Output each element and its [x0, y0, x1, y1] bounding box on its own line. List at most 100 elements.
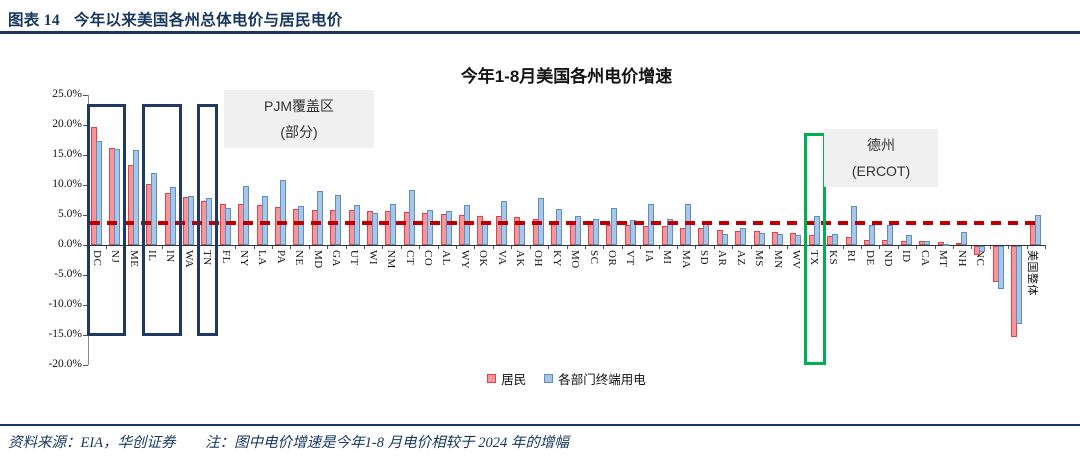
legend-item-all-sector: 各部门终端用电: [544, 369, 646, 388]
x-axis-tick: [474, 245, 476, 249]
bar-all-sector-RI: [850, 206, 857, 245]
bar-all-sector-AZ: [740, 228, 747, 245]
x-axis-tick: [511, 245, 513, 249]
annotation-texas-ercot: 德州 (ERCOT): [824, 129, 938, 187]
note-text: 注：图中电价增速是今年1-8 月电价相较于 2024 年的增幅: [205, 435, 569, 451]
bar-all-sector-ID: [905, 235, 912, 245]
x-axis-tick: [732, 245, 734, 249]
x-axis-label-NM: NM: [385, 250, 398, 269]
x-axis-label-OH: OH: [532, 250, 545, 267]
source-text: 资料来源：EIA，华创证券: [8, 435, 176, 451]
x-axis-label-PA: PA: [274, 250, 287, 265]
x-axis-tick: [327, 245, 329, 249]
bar-all-sector-ND: [887, 225, 894, 245]
x-axis-label-SC: SC: [587, 250, 600, 265]
bar-all-sector-AL: [445, 210, 452, 245]
x-axis-label-美国整体: 美国整体: [1026, 250, 1039, 296]
x-axis-tick: [382, 245, 384, 249]
bar-all-sector-OR: [611, 207, 618, 245]
x-axis-label-WV: WV: [790, 250, 803, 270]
legend-swatch-all-sector: [544, 374, 554, 383]
bar-all-sector-NY: [243, 186, 250, 245]
y-axis-tick: [83, 245, 88, 246]
bar-all-sector-MN: [776, 234, 783, 245]
x-axis-label-ND: ND: [882, 250, 895, 267]
bar-all-sector-AK: [519, 222, 526, 245]
x-axis-tick: [713, 245, 715, 249]
x-axis-tick: [658, 245, 660, 249]
bar-all-sector-HI: [997, 246, 1004, 290]
x-axis-tick: [989, 245, 991, 249]
x-axis-tick: [860, 245, 862, 249]
y-axis-tick: [83, 125, 88, 126]
x-axis-label-MT: MT: [937, 250, 950, 268]
x-axis-label-MA: MA: [679, 250, 692, 269]
y-axis-label: -15.0%: [48, 328, 82, 340]
y-axis-tick: [83, 335, 88, 336]
y-axis-label: 25.0%: [52, 88, 82, 100]
x-axis-zero-line: [88, 245, 1045, 246]
x-axis-label-AK: AK: [513, 250, 526, 267]
x-axis-tick: [952, 245, 954, 249]
bar-all-sector-NC: [979, 246, 986, 252]
x-axis-tick: [566, 245, 568, 249]
x-axis-label-OR: OR: [606, 250, 618, 267]
x-axis-tick: [695, 245, 697, 249]
bar-all-sector-NH: [960, 232, 967, 245]
x-axis-label-WI: WI: [366, 250, 379, 266]
x-axis-tick: [1026, 245, 1028, 249]
bar-all-sector-DE: [868, 224, 875, 245]
bar-all-sector-WY: [464, 204, 471, 245]
annotation-pjm-line2: (部分): [280, 124, 318, 140]
x-axis-label-NH: NH: [955, 250, 968, 267]
x-axis-tick: [548, 245, 550, 249]
x-axis-label-AR: AR: [716, 250, 729, 267]
x-axis-tick: [253, 245, 255, 249]
x-axis-tick: [1008, 245, 1010, 249]
source-note: 资料来源：EIA，华创证券 注：图中电价增速是今年1-8 月电价相较于 2024…: [8, 431, 569, 452]
chart-title: 今年1-8月美国各州电价增速: [460, 67, 673, 86]
bar-all-sector-NE: [298, 206, 305, 245]
x-axis-label-KY: KY: [550, 250, 563, 267]
bar-all-sector-WI: [372, 213, 379, 245]
x-axis-tick: [676, 245, 678, 249]
bar-all-sector-IL: [151, 173, 158, 245]
x-axis-tick: [640, 245, 642, 249]
y-axis-tick: [83, 95, 88, 96]
x-axis-tick: [787, 245, 789, 249]
bar-all-sector-UT: [353, 205, 360, 245]
annotation-pjm-region: PJM覆盖区 (部分): [224, 90, 374, 148]
y-axis-tick: [83, 305, 88, 306]
x-axis-tick: [161, 245, 163, 249]
x-axis-tick: [768, 245, 770, 249]
bar-all-sector-FL: [224, 208, 231, 245]
bar-all-sector-WV: [795, 234, 802, 245]
figure-number: 图表 14: [8, 12, 60, 29]
y-axis-label: 10.0%: [52, 178, 82, 190]
legend-item-residential: 居民: [487, 369, 526, 388]
legend-label-all-sector: 各部门终端用电: [558, 373, 646, 387]
bar-all-sector-CA: [924, 240, 931, 245]
bar-all-sector-MD: [316, 191, 323, 245]
x-axis-tick: [364, 245, 366, 249]
x-axis-label-VA: VA: [495, 250, 508, 266]
y-axis-label: -10.0%: [48, 298, 82, 310]
figure-title: 今年以来美国各州总体电价与居民电价: [73, 12, 343, 29]
x-axis-label-LA: LA: [256, 250, 269, 266]
legend: 居民 各部门终端用电: [88, 369, 1045, 388]
annotation-ercot-line1: 德州: [867, 137, 895, 153]
y-axis-label: 20.0%: [52, 118, 82, 130]
x-axis-label-VT: VT: [624, 250, 637, 266]
x-axis-label-NE: NE: [293, 250, 306, 266]
x-axis-tick: [290, 245, 292, 249]
y-axis-label: 0.0%: [58, 238, 82, 250]
legend-label-residential: 居民: [501, 373, 527, 387]
x-axis-tick: [419, 245, 421, 249]
bar-residential-MT: [937, 242, 944, 245]
x-axis-tick: [603, 245, 605, 249]
x-axis-label-MN: MN: [771, 250, 784, 269]
x-axis-label-CO: CO: [421, 250, 434, 267]
bar-all-sector-LA: [261, 195, 268, 245]
y-axis-tick: [83, 365, 88, 366]
bar-all-sector-ME: [132, 149, 139, 245]
